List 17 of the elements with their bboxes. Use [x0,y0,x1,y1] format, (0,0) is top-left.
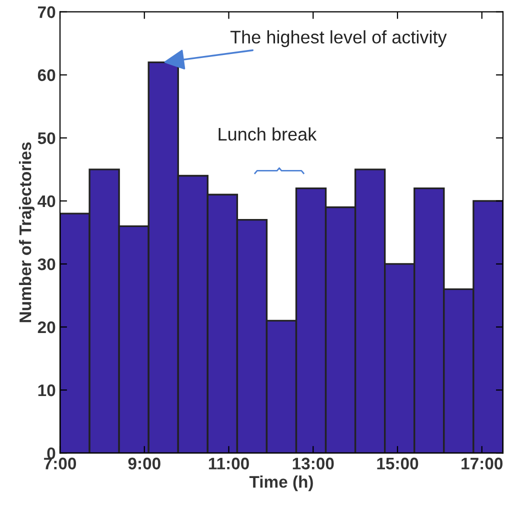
x-tick-label: 11:00 [208,458,249,470]
y-tick-label: 40 [38,195,56,208]
y-axis-title: Number of Trajectories [18,142,35,322]
x-tick-label: 7:00 [44,458,76,470]
x-axis-title: Time (h) [249,476,313,492]
x-tick-label: 13:00 [292,458,334,470]
annotation: The highest level of activity [230,30,447,48]
y-tick-label: 20 [38,321,56,334]
x-tick-label: 17:00 [462,458,503,470]
y-tick-label: 10 [38,384,56,396]
y-tick-label: 50 [38,132,56,144]
y-tick-label: 30 [38,258,56,270]
annotation: Lunch break [218,127,317,141]
y-tick-label: 70 [38,6,56,18]
x-tick-label: 15:00 [377,458,418,470]
y-tick-label: 60 [38,69,56,82]
x-tick-label: 9:00 [128,458,160,470]
